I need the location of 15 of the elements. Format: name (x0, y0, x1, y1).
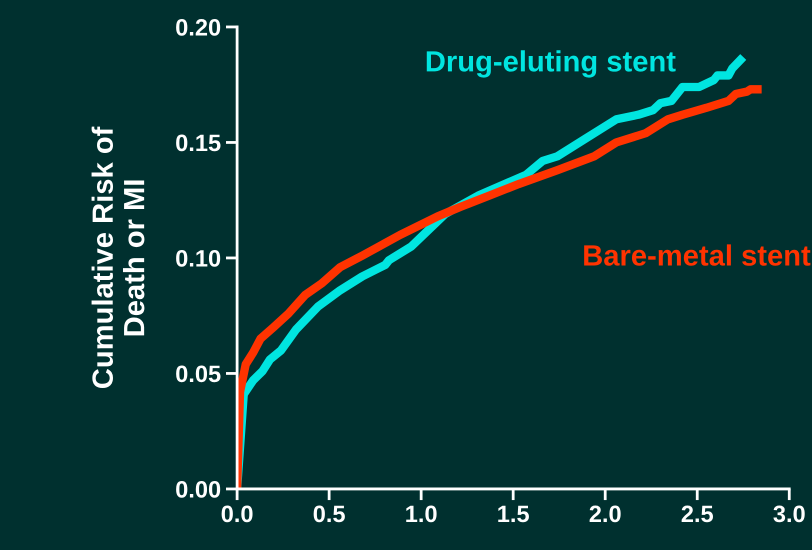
x-tick-label: 2.0 (590, 506, 621, 522)
x-tick-label: 0.0 (222, 506, 253, 522)
x-tick-label: 1.5 (498, 506, 529, 522)
y-tick-label: 0.10 (176, 250, 220, 267)
y-tick-label: 0.05 (176, 366, 220, 382)
y-tick-label: 0.20 (176, 19, 220, 36)
y-tick-label: 0.00 (176, 481, 220, 498)
x-tick-label: 2.5 (682, 506, 713, 522)
x-tick-label: 1.0 (406, 506, 437, 522)
text: Bare-metal stent (584, 244, 810, 266)
series-label: Drug-eluting stent (426, 50, 676, 78)
y-tick-label: 0.15 (176, 134, 220, 152)
x-tick-label: 0.5 (314, 506, 345, 522)
y-axis-title: Cumulative Risk of Death or MI (92, 126, 144, 388)
x-tick-label: 3.0 (773, 506, 805, 522)
